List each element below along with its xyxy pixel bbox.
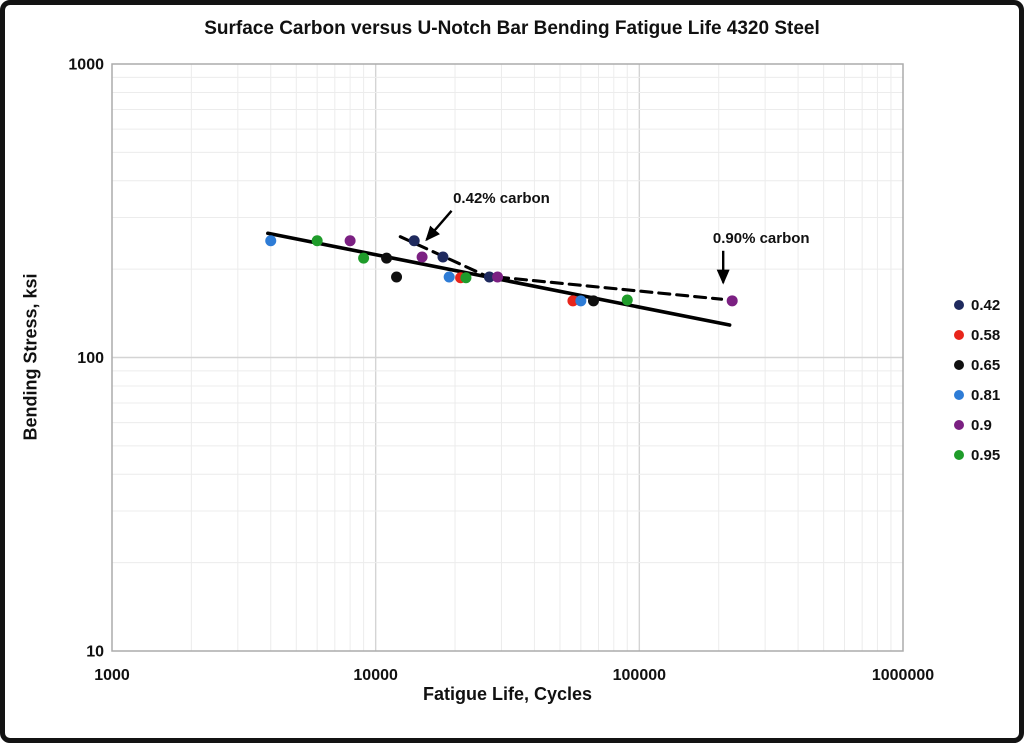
- legend-item-0.65: 0.65: [954, 350, 1000, 380]
- data-point-0.42: [437, 251, 449, 263]
- plot-frame: [111, 63, 904, 652]
- legend-label: 0.58: [971, 326, 1001, 344]
- x-tick-label: 100000: [613, 667, 666, 684]
- data-point-0.95: [621, 294, 633, 306]
- chart-title: Surface Carbon versus U-Notch Bar Bendin…: [204, 18, 820, 39]
- legend-label: 0.65: [971, 356, 1001, 374]
- data-point-0.95: [358, 252, 370, 264]
- x-tick-label: 1000000: [872, 667, 934, 684]
- gridlines: [112, 64, 903, 651]
- data-point-0.95: [311, 235, 323, 247]
- legend-dot-icon: [954, 450, 964, 460]
- annotation-arrow-0: [425, 210, 453, 242]
- legend-dot-icon: [954, 360, 964, 370]
- data-point-0.9: [344, 235, 356, 247]
- legend: 0.42 0.58 0.65 0.81 0.9 0.95: [954, 290, 1000, 470]
- legend-label: 0.9: [971, 416, 992, 434]
- data-point-0.65: [381, 252, 393, 264]
- legend-dot-icon: [954, 330, 964, 340]
- annotation-label-1: 0.90% carbon: [713, 230, 810, 247]
- data-point-0.42: [408, 235, 420, 247]
- legend-item-0.81: 0.81: [954, 380, 1000, 410]
- data-point-0.9: [492, 271, 504, 283]
- data-points: [265, 235, 738, 307]
- legend-dot-icon: [954, 390, 964, 400]
- data-point-0.42: [483, 271, 495, 283]
- tick-labels: 1000 10000 100000 1000000 10 100 1000: [68, 57, 934, 685]
- x-tick-label: 1000: [94, 667, 130, 684]
- plot-border: [111, 63, 904, 652]
- annotation-label-0: 0.42% carbon: [453, 190, 550, 207]
- legend-item-0.58: 0.58: [954, 320, 1000, 350]
- trendline-trend-0.90-carbon: [496, 275, 724, 301]
- y-tick-label: 100: [77, 350, 104, 367]
- legend-dot-icon: [954, 300, 964, 310]
- legend-item-0.95: 0.95: [954, 440, 1000, 470]
- x-axis-title: Fatigue Life, Cycles: [422, 684, 593, 704]
- data-point-0.9: [726, 295, 738, 307]
- data-point-0.9: [416, 251, 428, 263]
- y-tick-label: 10: [86, 644, 104, 661]
- legend-dot-icon: [954, 420, 964, 430]
- x-tick-label: 10000: [353, 667, 398, 684]
- data-point-0.58: [567, 295, 579, 307]
- data-point-0.65: [391, 271, 403, 283]
- legend-label: 0.81: [971, 386, 1001, 404]
- data-point-0.81: [443, 271, 455, 283]
- legend-item-0.42: 0.42: [954, 290, 1000, 320]
- data-point-0.81: [265, 235, 277, 247]
- data-point-0.95: [460, 272, 472, 284]
- annotations: 0.42% carbon 0.90% carbon: [425, 190, 810, 285]
- legend-label: 0.42: [971, 296, 1001, 314]
- legend-item-0.9: 0.9: [954, 410, 1000, 440]
- legend-label: 0.95: [971, 446, 1001, 464]
- data-point-0.65: [587, 295, 599, 307]
- data-point-0.81: [575, 295, 587, 307]
- y-tick-label: 1000: [68, 57, 104, 74]
- y-axis-title: Bending Stress, ksi: [20, 273, 41, 441]
